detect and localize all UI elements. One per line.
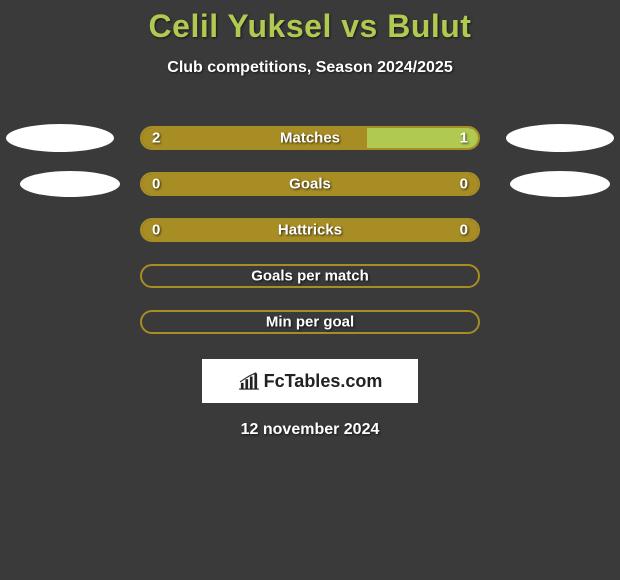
date-text: 12 november 2024 bbox=[0, 421, 620, 439]
player-left-ellipse bbox=[20, 171, 120, 197]
stat-row: Matches21 bbox=[0, 115, 620, 161]
stat-bar-left-fill bbox=[142, 128, 367, 148]
stat-bar bbox=[140, 218, 480, 242]
player-left-ellipse bbox=[6, 124, 114, 152]
stat-row: Min per goal bbox=[0, 299, 620, 345]
logo: FcTables.com bbox=[238, 371, 383, 392]
title: Celil Yuksel vs Bulut bbox=[0, 8, 620, 45]
stat-bar-left-fill bbox=[142, 220, 478, 240]
stat-bar bbox=[140, 264, 480, 288]
stat-bar bbox=[140, 310, 480, 334]
logo-text: FcTables.com bbox=[264, 371, 383, 392]
comparison-infographic: Celil Yuksel vs Bulut Club competitions,… bbox=[0, 0, 620, 439]
stat-row: Goals per match bbox=[0, 253, 620, 299]
stat-rows: Matches21Goals00Hattricks00Goals per mat… bbox=[0, 115, 620, 345]
stat-row: Goals00 bbox=[0, 161, 620, 207]
player-right-ellipse bbox=[506, 124, 614, 152]
stat-bar-left-fill bbox=[142, 174, 478, 194]
stat-bar bbox=[140, 126, 480, 150]
stat-bar bbox=[140, 172, 480, 196]
player-right-ellipse bbox=[510, 171, 610, 197]
bar-chart-icon bbox=[238, 372, 260, 390]
stat-bar-right-fill bbox=[367, 128, 478, 148]
stat-row: Hattricks00 bbox=[0, 207, 620, 253]
logo-box: FcTables.com bbox=[202, 359, 418, 403]
subtitle: Club competitions, Season 2024/2025 bbox=[0, 59, 620, 77]
